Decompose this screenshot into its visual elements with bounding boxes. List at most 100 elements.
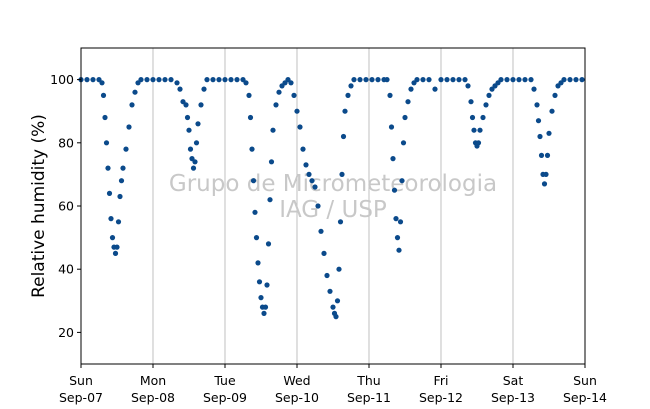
data-point <box>90 77 96 83</box>
data-point <box>340 133 347 140</box>
data-point <box>102 114 108 121</box>
data-point <box>312 184 318 190</box>
data-point <box>120 165 126 171</box>
data-point <box>177 86 183 92</box>
data-point <box>333 314 339 320</box>
data-point <box>369 77 375 83</box>
y-tick-label: 20 <box>58 325 74 340</box>
data-point <box>265 241 272 247</box>
data-point <box>375 77 381 83</box>
data-point <box>541 181 548 187</box>
data-point <box>103 140 110 146</box>
data-point <box>234 77 240 83</box>
x-tick-day: Tue <box>213 373 236 388</box>
data-point <box>450 77 456 83</box>
data-point <box>186 127 192 133</box>
data-point <box>334 298 341 304</box>
data-point <box>336 266 342 272</box>
data-point <box>99 80 105 86</box>
data-point <box>405 99 411 105</box>
data-point <box>535 118 542 124</box>
data-point <box>391 187 398 193</box>
data-point <box>399 178 405 184</box>
x-tick-day: Sun <box>69 373 93 388</box>
data-point <box>522 77 528 83</box>
data-point <box>483 102 489 108</box>
data-point <box>414 77 420 83</box>
data-point <box>162 77 168 83</box>
data-point <box>132 89 138 95</box>
data-point <box>480 114 486 121</box>
data-point <box>528 77 534 83</box>
data-point <box>390 156 396 162</box>
x-tick-date: Sep-12 <box>419 390 463 405</box>
data-point <box>106 190 113 196</box>
data-point <box>388 124 395 130</box>
data-point <box>114 244 120 250</box>
data-point <box>432 86 438 92</box>
data-point <box>561 77 567 83</box>
data-point <box>324 272 330 279</box>
data-point <box>337 219 344 225</box>
data-point <box>456 77 462 83</box>
data-point <box>546 130 552 136</box>
data-point <box>357 77 363 83</box>
x-tick-day: Wed <box>283 373 310 388</box>
data-point <box>351 77 357 83</box>
x-tick-date: Sep-10 <box>275 390 319 405</box>
data-point <box>510 77 516 83</box>
data-point <box>183 102 189 108</box>
data-point <box>174 80 180 86</box>
data-point <box>420 77 426 83</box>
y-tick-label: 100 <box>50 72 74 87</box>
data-point <box>342 108 348 114</box>
data-point <box>258 295 264 301</box>
data-point <box>393 216 399 222</box>
data-point <box>198 102 204 108</box>
data-point <box>315 203 321 209</box>
x-tick-date: Sep-13 <box>491 390 535 405</box>
data-point <box>126 124 132 130</box>
data-point <box>387 92 393 98</box>
x-tick-date: Sep-11 <box>347 390 391 405</box>
data-point <box>228 77 234 83</box>
x-tick-day: Sat <box>503 373 524 388</box>
data-point <box>246 92 252 98</box>
x-axis: Sun Sep-07 Mon Sep-08 Tue Sep-09 Wed Sep-10 Thu S… <box>59 364 607 405</box>
data-point <box>543 171 549 177</box>
data-point <box>288 80 294 86</box>
data-point <box>187 146 194 152</box>
data-point <box>408 86 414 92</box>
data-point <box>504 77 510 83</box>
data-point <box>468 99 474 105</box>
data-point <box>117 193 123 200</box>
data-point <box>118 178 125 184</box>
data-point <box>262 304 269 310</box>
data-point <box>549 108 555 114</box>
data-point <box>348 83 354 89</box>
data-point <box>465 83 471 89</box>
data-point <box>201 86 207 92</box>
data-point <box>204 77 210 83</box>
data-point <box>477 127 483 133</box>
data-point <box>100 92 107 98</box>
data-point <box>345 92 351 98</box>
data-point <box>222 77 228 83</box>
data-point <box>193 140 200 146</box>
data-point <box>150 77 156 83</box>
watermark-line-1: Grupo de Micrometeorologia <box>169 171 497 197</box>
data-point <box>255 260 261 266</box>
watermark-line-2: IAG / USP <box>279 197 387 223</box>
data-point <box>384 77 390 83</box>
data-point <box>144 77 150 83</box>
y-tick-label: 60 <box>58 199 74 214</box>
data-point <box>297 124 303 130</box>
data-point <box>195 121 201 127</box>
data-point <box>190 165 197 171</box>
y-tick-label: 40 <box>58 262 74 277</box>
data-point <box>579 77 585 83</box>
data-point <box>270 127 276 133</box>
data-point <box>394 235 401 241</box>
y-axis-title: Relative humidity (%) <box>29 114 49 298</box>
